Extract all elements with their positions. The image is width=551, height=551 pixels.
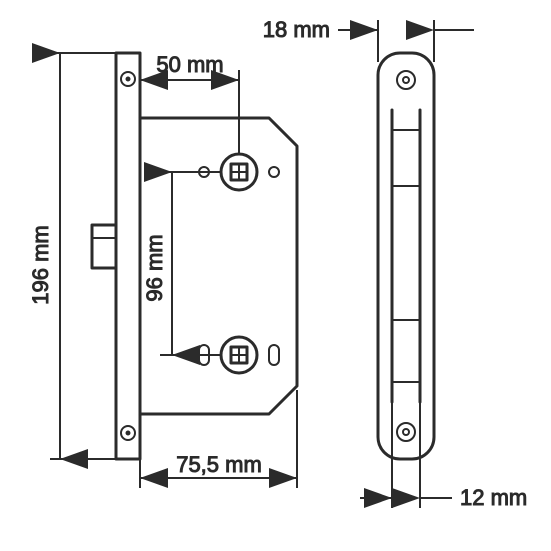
faceplate (116, 53, 140, 459)
strike-outer (378, 53, 434, 459)
strike-screw-top (397, 71, 415, 89)
spindle-top (221, 154, 257, 190)
dim-96-label: 96 mm (142, 234, 167, 301)
dim-12-label: 12 mm (460, 485, 527, 510)
fixing-slot-bottom-right (269, 345, 279, 365)
strike-plate-group (378, 53, 434, 459)
fixing-hole-top-right (269, 167, 279, 177)
lock-body-group (92, 53, 297, 459)
strike-screw-bottom (397, 423, 415, 441)
lock-technical-diagram: 196 mm 50 mm 96 mm 75,5 mm 18 mm 12 mm (0, 0, 551, 551)
cylinder-bottom (221, 337, 257, 373)
dim-18-label: 18 mm (263, 17, 330, 42)
faceplate-screw-top (121, 72, 135, 86)
dim-50-label: 50 mm (156, 52, 223, 77)
latch-bolt (92, 225, 116, 268)
strike-opening-top (392, 130, 420, 186)
faceplate-screw-bottom (121, 426, 135, 440)
dim-75-5-label: 75,5 mm (176, 452, 262, 477)
strike-opening-bottom (392, 320, 420, 382)
dim-196-label: 196 mm (28, 225, 53, 304)
